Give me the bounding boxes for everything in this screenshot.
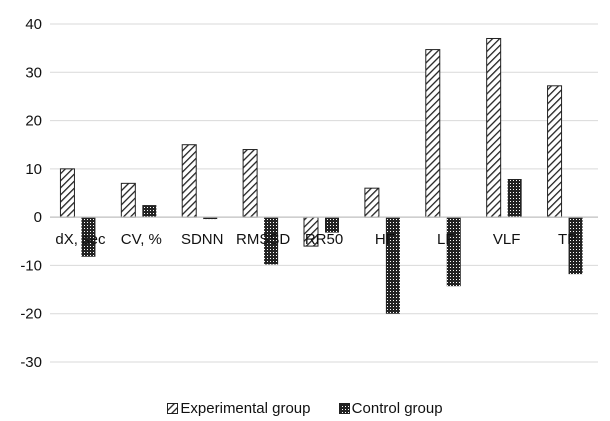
bar-control <box>142 205 157 218</box>
bar-experimental <box>486 37 502 218</box>
gridlines <box>50 23 598 363</box>
bar-experimental <box>181 144 197 218</box>
y-tick-label: 40 <box>25 16 42 33</box>
legend-item-experimental: Experimental group <box>167 400 311 417</box>
bar-control <box>385 217 400 314</box>
x-category-label: RR50 <box>305 231 343 248</box>
legend-item-control: Control group <box>338 400 443 417</box>
legend: Experimental group Control group <box>0 400 610 417</box>
bar-control <box>81 217 96 257</box>
bars <box>59 37 583 314</box>
x-axis-category-labels: dX, sec CV, % SDNN RMSSD RR50 HF LF VLF TP <box>55 231 577 248</box>
x-category-label: TP <box>558 231 577 248</box>
y-tick-label: 20 <box>25 113 42 130</box>
x-category-label: SDNN <box>181 231 224 248</box>
bar-experimental <box>425 49 441 218</box>
y-tick-label: -30 <box>20 354 42 371</box>
bar-experimental <box>547 85 563 218</box>
legend-swatch-control <box>338 403 350 414</box>
x-category-label: RMSSD <box>236 231 290 248</box>
y-tick-label: -10 <box>20 257 42 274</box>
legend-label-control: Control group <box>351 400 443 417</box>
bar-experimental <box>364 187 380 218</box>
bar-experimental <box>59 168 75 218</box>
bar-control <box>507 178 522 218</box>
bar-control <box>203 217 218 220</box>
bar-control <box>325 217 339 233</box>
bar-control <box>568 217 583 275</box>
y-tick-label: 10 <box>25 161 42 178</box>
x-category-label: LF <box>437 231 455 248</box>
bar-control <box>264 217 279 265</box>
y-tick-label: 30 <box>25 64 42 81</box>
y-tick-label: 0 <box>34 209 42 226</box>
x-category-label: dX, sec <box>55 231 106 248</box>
bar-control <box>446 217 461 287</box>
bar-chart: -30 -20 -10 0 10 20 30 40 dX, sec CV, % SDNN RMSSD… <box>20 16 598 371</box>
bar-experimental <box>120 182 136 218</box>
x-category-label: HF <box>375 231 395 248</box>
y-tick-label: -20 <box>20 306 42 323</box>
legend-swatch-experimental <box>167 403 179 414</box>
y-axis-tick-labels: -30 -20 -10 0 10 20 30 40 <box>20 16 42 371</box>
x-category-label: VLF <box>493 231 521 248</box>
bar-experimental <box>242 149 258 218</box>
x-category-label: CV, % <box>121 231 162 248</box>
legend-label-experimental: Experimental group <box>180 400 311 417</box>
